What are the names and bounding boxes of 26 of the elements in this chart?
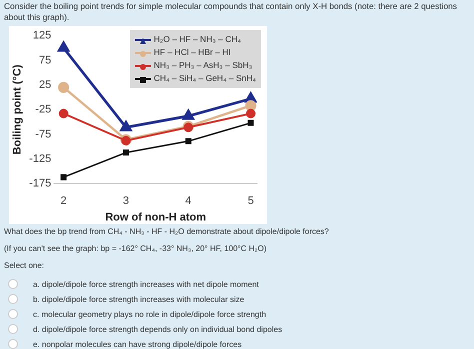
y-tick-label: 25 — [38, 78, 52, 91]
y-tick-label: 75 — [38, 54, 52, 66]
text: (If you can't see the graph: bp = -162° CH₄, -33° NH₃, 20° HF, 100°C H₂O) — [4, 244, 267, 253]
text: e. nonpolar molecules can have strong dipole/dipole forces — [33, 340, 242, 348]
text: Select one: — [4, 261, 44, 270]
text: c. molecular geometry plays no role in dipole/dipole force strength — [33, 310, 266, 318]
y-tick-label: -75 — [35, 128, 52, 140]
y-tick-label: -125 — [29, 152, 52, 165]
legend-label: NH₃ – PH₃ – AsH₃ – SbH₃ — [154, 59, 252, 72]
text: a. dipole/dipole force strength increases with net dipole moment — [33, 280, 259, 288]
y-axis-title: Boiling point (°C) — [12, 64, 24, 155]
legend-label: CH₄ – SiH₄ – GeH₄ – SnH₄ — [154, 72, 256, 85]
chart-title: Consider the boiling point trends for simple molecular compounds that contain only X-H bonds (note: there are 2 questions about this graph). — [4, 1, 458, 23]
text: b. dipole/dipole force strength increases with molecular size — [33, 294, 244, 304]
y-tick-label: -175 — [29, 178, 52, 190]
y-tick-label: -25 — [35, 104, 52, 116]
x-tick-label: 5 — [248, 195, 254, 208]
x-tick-label: 4 — [185, 195, 192, 208]
x-axis-title: Row of non-H atom — [105, 211, 206, 224]
legend-label: HF – HCl – HBr – HI — [154, 46, 231, 59]
legend-label: H₂O – HF – NH₃ – CH₄ — [154, 33, 241, 46]
y-tick-label: 125 — [32, 30, 52, 42]
x-tick-label: 3 — [122, 195, 130, 208]
text: What does the bp trend from CH₄ - NH₃ - HF - H₂O demonstrate about dipole/dipole forces? — [4, 227, 329, 236]
x-tick-label: 2 — [60, 195, 67, 208]
text: d. dipole/dipole force strength depends only on individual bond dipoles — [33, 324, 282, 334]
